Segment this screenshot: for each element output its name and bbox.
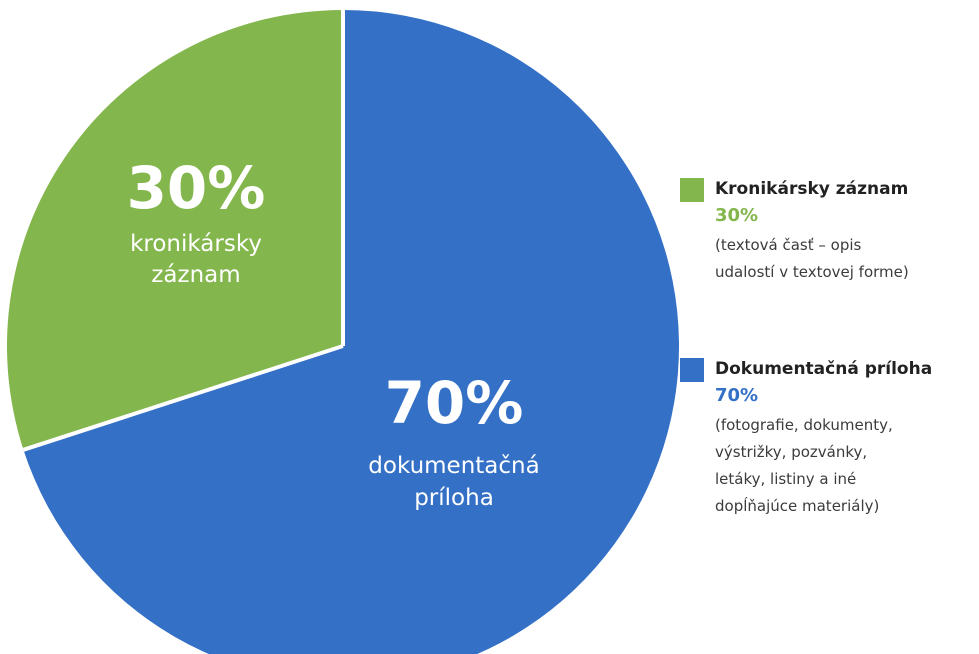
slice-label-kronikarsky-line2: záznam bbox=[151, 262, 240, 288]
slice-dividers bbox=[22, 10, 345, 452]
slice-label-dokumentacna-line2: príloha bbox=[414, 485, 494, 511]
legend-text-kronikarsky: Kronikársky záznam 30% (textová časť – o… bbox=[715, 176, 979, 286]
pie-slices bbox=[6, 10, 679, 654]
legend-swatch-green bbox=[680, 178, 704, 202]
legend-swatch-blue bbox=[680, 358, 704, 382]
legend-item-kronikarsky: Kronikársky záznam 30% (textová časť – o… bbox=[680, 176, 979, 316]
pie-slice-dokumentacna bbox=[23, 10, 679, 654]
legend-desc-dokumentacna: (fotografie, dokumenty, výstrižky, pozvá… bbox=[715, 416, 893, 515]
legend-text-dokumentacna: Dokumentačná príloha 70% (fotografie, do… bbox=[715, 356, 979, 520]
slice-pct-label-dokumentacna: 70% bbox=[385, 369, 524, 437]
legend-desc-kronikarsky: (textová časť – opis udalostí v textovej… bbox=[715, 236, 909, 281]
legend-pct-dokumentacna: 70% bbox=[715, 385, 759, 406]
legend-title-kronikarsky: Kronikársky záznam bbox=[715, 179, 909, 199]
slice-divider-0 bbox=[22, 344, 344, 452]
slice-label-dokumentacna-line1: dokumentačná bbox=[368, 453, 539, 479]
slice-pct-label-kronikarsky: 30% bbox=[127, 154, 266, 222]
legend-title-dokumentacna: Dokumentačná príloha bbox=[715, 359, 933, 379]
pie-slice-kronikarsky bbox=[6, 10, 344, 450]
legend-item-dokumentacna: Dokumentačná príloha 70% (fotografie, do… bbox=[680, 356, 979, 556]
legend-pct-kronikarsky: 30% bbox=[715, 205, 759, 226]
slice-label-kronikarsky-line1: kronikársky bbox=[130, 231, 262, 257]
